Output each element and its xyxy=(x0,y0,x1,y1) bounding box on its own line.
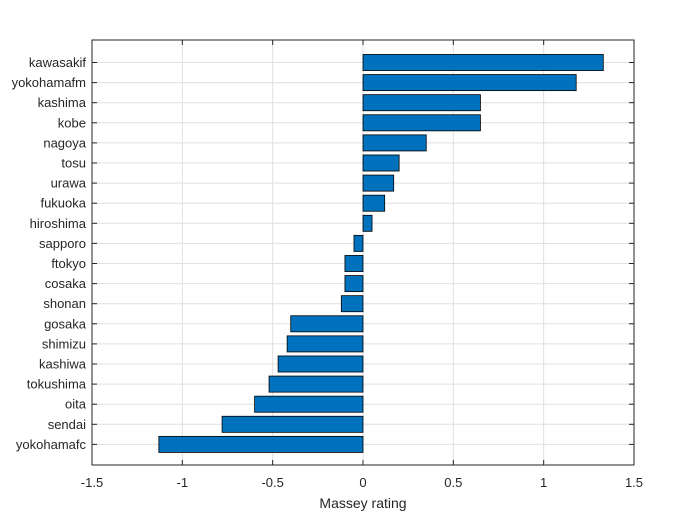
bar xyxy=(362,174,395,192)
bar xyxy=(277,355,364,373)
bar xyxy=(362,114,481,132)
bar xyxy=(290,315,364,333)
y-tick-label: gosaka xyxy=(44,316,87,331)
y-tick-label: ftokyo xyxy=(51,256,86,271)
y-tick-label: fukuoka xyxy=(40,196,86,211)
y-tick-label: kashima xyxy=(38,95,87,110)
bar xyxy=(362,74,577,92)
y-tick-label: oita xyxy=(65,397,87,412)
x-tick-label: 0 xyxy=(359,475,366,490)
bar xyxy=(268,375,364,393)
bar xyxy=(362,154,400,172)
y-tick-label: hiroshima xyxy=(30,216,87,231)
bar xyxy=(286,335,364,353)
x-tick-label: 1 xyxy=(540,475,547,490)
y-tick-label: cosaka xyxy=(45,276,87,291)
bar xyxy=(340,295,364,313)
y-tick-label: sendai xyxy=(48,417,86,432)
x-tick-label: -0.5 xyxy=(261,475,283,490)
bar xyxy=(353,234,364,252)
x-tick-label: -1.5 xyxy=(81,475,103,490)
bar xyxy=(221,415,364,433)
bar xyxy=(362,214,373,232)
y-tick-label: tokushima xyxy=(27,377,87,392)
y-tick-label: kawasakif xyxy=(29,55,86,70)
x-tick-label: 0.5 xyxy=(444,475,462,490)
x-tick-label: 1.5 xyxy=(625,475,643,490)
bar xyxy=(158,435,364,453)
y-tick-label: tosu xyxy=(61,156,86,171)
bar xyxy=(344,275,364,293)
y-tick-label: yokohamafc xyxy=(16,437,87,452)
bar xyxy=(362,134,427,152)
y-tick-label: kobe xyxy=(58,115,86,130)
bar xyxy=(344,255,364,272)
y-tick-label: kashiwa xyxy=(39,357,87,372)
y-tick-label: shonan xyxy=(43,296,86,311)
y-tick-label: shimizu xyxy=(42,336,86,351)
x-tick-label: -1 xyxy=(177,475,189,490)
x-axis-title: Massey rating xyxy=(319,495,406,511)
bar xyxy=(254,395,364,413)
y-axis-ticks: kawasakif yokohamafm kashima kobe nagoya tosu… xyxy=(12,55,634,452)
bar xyxy=(362,94,481,112)
bars xyxy=(158,54,604,453)
y-tick-label: urawa xyxy=(51,176,87,191)
y-tick-label: sapporo xyxy=(39,236,86,251)
bar xyxy=(362,194,386,212)
y-tick-label: nagoya xyxy=(43,135,86,150)
x-axis-ticks: -1.5 -1 -0.5 0 0.5 1 1.5 xyxy=(81,40,643,490)
y-tick-label: yokohamafm xyxy=(12,75,86,90)
bar xyxy=(362,54,604,71)
